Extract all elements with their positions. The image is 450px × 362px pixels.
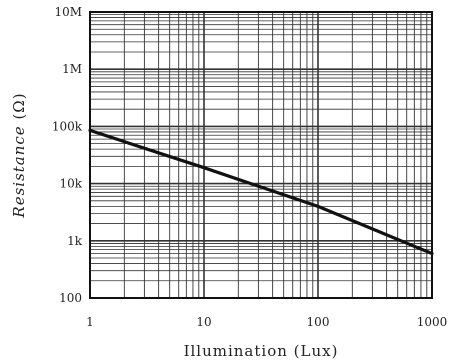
y-tick-label: 100: [59, 291, 82, 305]
y-tick-label: 1M: [62, 62, 82, 76]
x-tick-label: 1: [86, 315, 94, 329]
x-tick-labels: 1 10 100 1000: [86, 315, 447, 329]
y-tick-label: 10M: [54, 5, 82, 19]
x-tick-label: 100: [307, 315, 330, 329]
y-axis-title-unit: (Ω): [10, 92, 28, 119]
y-tick-labels: 100 1k 10k 100k 1M 10M: [52, 5, 83, 305]
series-line-0: [88, 128, 434, 256]
plot-frame: [89, 11, 433, 299]
y-axis-title-main: Resistance: [10, 120, 28, 219]
x-tick-label: 1000: [417, 315, 448, 329]
y-tick-label: 10k: [59, 177, 82, 191]
y-tick-label: 100k: [52, 119, 83, 133]
y-tick-label: 1k: [67, 234, 83, 248]
grid-layer: [89, 12, 432, 299]
x-tick-label: 10: [196, 315, 211, 329]
y-axis-title: Resistance (Ω): [10, 92, 28, 218]
series-layer: [88, 128, 434, 256]
x-axis-title: Illumination (Lux): [184, 342, 339, 360]
